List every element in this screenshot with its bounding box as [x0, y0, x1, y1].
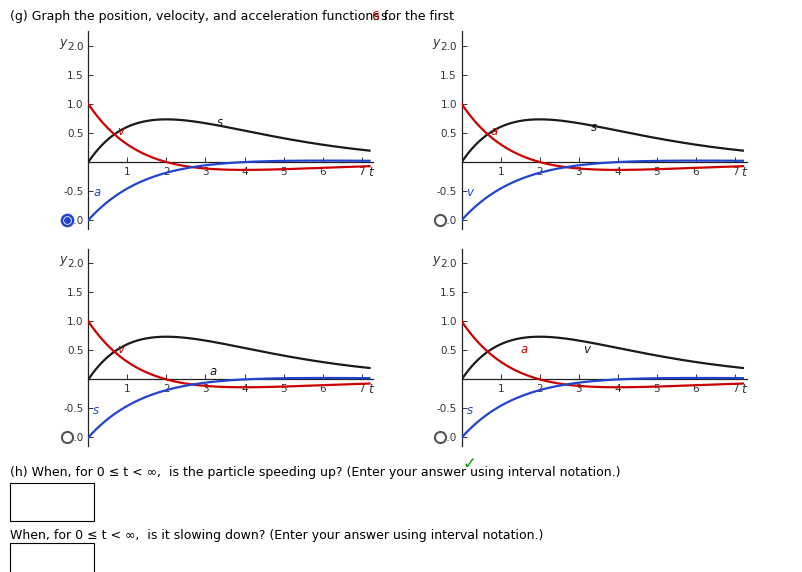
Text: t: t [741, 383, 746, 396]
Text: t: t [741, 166, 746, 179]
Text: v: v [117, 125, 124, 138]
Text: t: t [368, 383, 373, 396]
Text: a: a [93, 186, 100, 199]
Text: s.: s. [376, 10, 391, 23]
Text: ✓: ✓ [462, 455, 476, 472]
Text: t: t [368, 166, 373, 179]
Text: 6: 6 [371, 10, 379, 23]
Text: a: a [490, 125, 498, 138]
Text: y: y [59, 35, 67, 49]
Text: s: s [589, 121, 596, 134]
Text: v: v [466, 186, 473, 199]
Text: y: y [432, 35, 439, 49]
Text: s: s [466, 404, 472, 416]
Text: (g) Graph the position, velocity, and acceleration functions for the first: (g) Graph the position, velocity, and ac… [10, 10, 457, 23]
Text: (h) When, for 0 ≤ t < ∞,  is the particle speeding up? (Enter your answer using : (h) When, for 0 ≤ t < ∞, is the particle… [10, 466, 619, 479]
Text: y: y [432, 253, 439, 266]
Text: When, for 0 ≤ t < ∞,  is it slowing down? (Enter your answer using interval nota: When, for 0 ≤ t < ∞, is it slowing down?… [10, 529, 542, 542]
Text: y: y [59, 253, 67, 266]
Text: a: a [520, 343, 527, 356]
Text: s: s [217, 116, 223, 129]
Text: s: s [93, 404, 99, 416]
Text: v: v [117, 343, 124, 356]
Text: a: a [209, 366, 217, 378]
Text: v: v [582, 343, 589, 356]
